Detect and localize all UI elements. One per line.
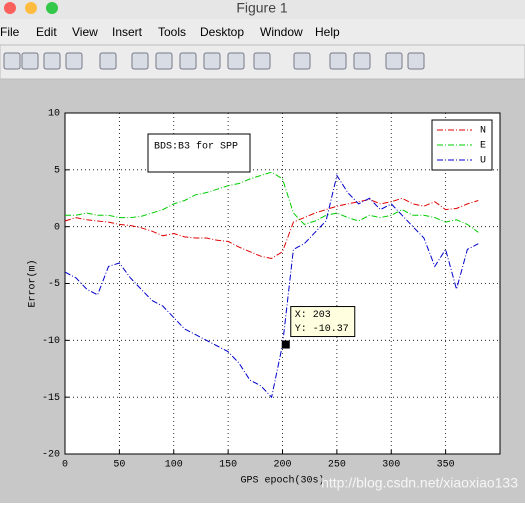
- window-title: Figure 1: [236, 0, 288, 16]
- menu-item[interactable]: Desktop: [200, 25, 244, 39]
- y-tick-label: -20: [42, 450, 60, 461]
- menu-item[interactable]: Tools: [158, 25, 186, 39]
- legend-label: U: [480, 156, 486, 167]
- toolbar-button[interactable]: [65, 52, 83, 70]
- annotation: BDS:B3 for SPP: [154, 141, 238, 153]
- x-tick-label: 100: [165, 460, 183, 471]
- toolbar-button[interactable]: [293, 52, 311, 70]
- toolbar-button[interactable]: [179, 52, 197, 70]
- menu-item[interactable]: Insert: [112, 25, 143, 39]
- toolbar-button[interactable]: [329, 52, 347, 70]
- x-tick-label: 350: [437, 460, 455, 471]
- data-line: [64, 197, 479, 260]
- toolbar-button[interactable]: [253, 52, 271, 70]
- menu-item[interactable]: Window: [260, 25, 303, 39]
- minimize-button[interactable]: [25, 2, 37, 14]
- toolbar-button[interactable]: [385, 52, 403, 70]
- y-axis-label: Error(m): [27, 259, 39, 307]
- legend-label: E: [480, 141, 486, 152]
- toolbar-button[interactable]: [227, 52, 245, 70]
- x-tick-label: 200: [273, 460, 291, 471]
- menu-item[interactable]: Edit: [36, 25, 57, 39]
- toolbar-button[interactable]: [203, 52, 221, 70]
- toolbar-icons: [3, 52, 425, 70]
- x-axis-label: GPS epoch(30s): [240, 475, 324, 487]
- toolbar-button[interactable]: [407, 52, 425, 70]
- annotation-box: [147, 133, 251, 173]
- y-tick-label: -5: [48, 279, 60, 290]
- datatip-box: [290, 306, 356, 338]
- datatip-x: X: 203: [295, 310, 331, 321]
- menu-item[interactable]: File: [0, 25, 20, 39]
- y-tick-label: 0: [54, 222, 60, 233]
- toolbar-button[interactable]: [43, 52, 61, 70]
- toolbar-button[interactable]: [21, 52, 39, 70]
- toolbar-button[interactable]: [99, 52, 117, 70]
- menu-item[interactable]: View: [72, 25, 98, 39]
- close-button[interactable]: [4, 2, 16, 14]
- data-line: [64, 174, 479, 399]
- x-tick-label: 0: [62, 460, 68, 471]
- y-tick-label: 5: [54, 165, 60, 176]
- toolbar-button[interactable]: [155, 52, 173, 70]
- menu-item[interactable]: Help: [315, 25, 340, 39]
- menu-bar: [0, 19, 525, 45]
- datatip-marker: [281, 340, 290, 349]
- watermark: http://blog.csdn.net/xiaoxiao133: [321, 475, 518, 491]
- toolbar-button[interactable]: [131, 52, 149, 70]
- y-tick-label: 10: [48, 109, 60, 120]
- x-tick-label: 300: [382, 460, 400, 471]
- x-tick-label: 250: [328, 460, 346, 471]
- toolbar-button[interactable]: [3, 52, 21, 70]
- y-tick-label: -10: [42, 336, 60, 347]
- title-bar: [0, 0, 525, 19]
- data-line: [65, 171, 479, 233]
- datatip-y: Y: -10.37: [295, 324, 349, 335]
- zoom-button[interactable]: [46, 2, 58, 14]
- y-tick-label: -15: [42, 393, 60, 404]
- x-tick-label: 50: [113, 460, 125, 471]
- toolbar-button[interactable]: [353, 52, 371, 70]
- legend-label: N: [480, 126, 486, 137]
- x-tick-label: 150: [219, 460, 237, 471]
